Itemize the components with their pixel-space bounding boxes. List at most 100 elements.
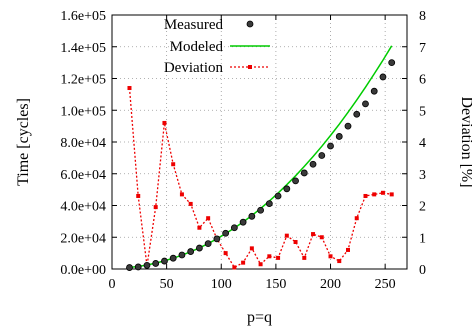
ticks: 0 50 100 150 200 2500.0e+002.0e+044.0e+046.0e…: [60, 9, 426, 292]
legend-label-modeled: Modeled: [170, 39, 224, 55]
legend-swatch-measured: [246, 20, 254, 28]
deviation-point: [162, 120, 167, 125]
measured-point: [178, 251, 186, 259]
x-tick-label: 100: [211, 277, 232, 292]
y2-tick-label: 1: [419, 231, 426, 246]
deviation-point: [267, 254, 272, 259]
deviation-point: [389, 192, 394, 197]
measured-point: [213, 235, 221, 243]
deviation-point: [241, 260, 246, 265]
deviation-point: [337, 259, 342, 264]
deviation-point: [136, 193, 141, 198]
deviation-point: [206, 216, 211, 221]
measured-point: [265, 200, 273, 207]
measured-point: [327, 142, 334, 150]
deviation-point: [372, 192, 377, 197]
y-tick-label: 2.0e+04: [60, 231, 106, 246]
measured-point: [204, 240, 212, 248]
legend-marker-deviation: [248, 65, 252, 69]
measured-point: [318, 152, 326, 159]
measured-point: [239, 218, 247, 226]
x-tick-label: 150: [265, 277, 286, 292]
measured-point: [257, 206, 264, 214]
measured-point: [230, 224, 238, 232]
measured-point: [292, 177, 299, 185]
y2-tick-label: 4: [419, 136, 426, 151]
measured-point: [161, 257, 168, 265]
deviation-point: [346, 247, 350, 252]
measured-point: [222, 229, 230, 237]
legend-label-deviation: Deviation: [164, 60, 224, 76]
deviation-point: [179, 192, 184, 197]
deviation-point: [171, 162, 176, 167]
legend: Measured Modeled Deviation: [164, 17, 270, 76]
legend-label-measured: Measured: [164, 17, 224, 33]
measured-point: [283, 185, 291, 193]
y-tick-label: 0.0e+00: [60, 263, 106, 278]
measured-point: [379, 73, 387, 81]
deviation-point: [276, 255, 281, 260]
measured-point: [187, 248, 195, 255]
y-tick-label: 6.0e+04: [60, 168, 106, 183]
grid: [112, 15, 407, 269]
legend-swatch-deviation: [230, 65, 270, 69]
measured-point: [169, 254, 177, 262]
deviation-point: [293, 240, 298, 245]
measured-point: [300, 169, 308, 177]
series-measured: [126, 59, 396, 271]
y2-tick-label: 5: [419, 104, 426, 119]
measured-point: [344, 122, 352, 130]
x-tick-label: 0: [109, 277, 116, 292]
measured-point: [274, 192, 282, 200]
measured-point: [248, 212, 256, 220]
x-tick-label: 200: [320, 277, 341, 292]
measured-point: [143, 261, 151, 269]
measured-point: [370, 87, 378, 95]
measured-point: [196, 244, 203, 252]
y-tick-label: 1.4e+05: [60, 41, 106, 56]
deviation-point: [223, 251, 228, 256]
deviation-point: [319, 235, 324, 240]
y-tick-label: 1.2e+05: [60, 73, 106, 88]
deviation-point: [380, 190, 385, 195]
measured-point: [388, 59, 396, 67]
measured-point: [362, 100, 369, 108]
deviation-point: [188, 201, 193, 206]
deviation-point: [153, 205, 158, 210]
y-tick-label: 1.6e+05: [60, 9, 106, 24]
deviation-point: [328, 254, 333, 259]
y2-tick-label: 2: [419, 200, 426, 215]
deviation-point: [232, 265, 237, 270]
y-tick-label: 1.0e+05: [60, 104, 106, 119]
deviation-point: [354, 216, 359, 221]
y2-axis-title: Deviation [%]: [458, 96, 472, 187]
measured-point: [126, 264, 133, 271]
y2-tick-label: 8: [419, 9, 426, 24]
y2-tick-label: 6: [419, 73, 426, 88]
deviation-point: [284, 233, 289, 238]
deviation-point: [197, 225, 202, 230]
deviation-point: [302, 255, 307, 260]
y-axis-title: Time [cycles]: [15, 98, 32, 186]
deviation-line: [128, 87, 392, 269]
x-axis-title: p=q: [247, 309, 272, 326]
y-tick-label: 4.0e+04: [60, 200, 106, 215]
x-tick-label: 250: [375, 277, 396, 292]
legend-marker-measured: [246, 20, 254, 28]
y2-tick-label: 0: [419, 263, 426, 278]
y-tick-label: 8.0e+04: [60, 136, 106, 151]
measured-point: [309, 160, 317, 168]
measured-point: [152, 260, 160, 267]
measured-point: [353, 110, 361, 118]
x-tick-label: 50: [160, 277, 174, 292]
measured-point: [134, 263, 142, 271]
deviation-point: [249, 246, 254, 251]
deviation-point: [127, 86, 132, 91]
deviation-point: [311, 232, 316, 237]
y2-tick-label: 7: [419, 41, 426, 56]
deviation-point: [363, 193, 368, 198]
measured-point: [335, 133, 343, 140]
series-layer: [126, 45, 396, 271]
deviation-point: [258, 262, 263, 267]
